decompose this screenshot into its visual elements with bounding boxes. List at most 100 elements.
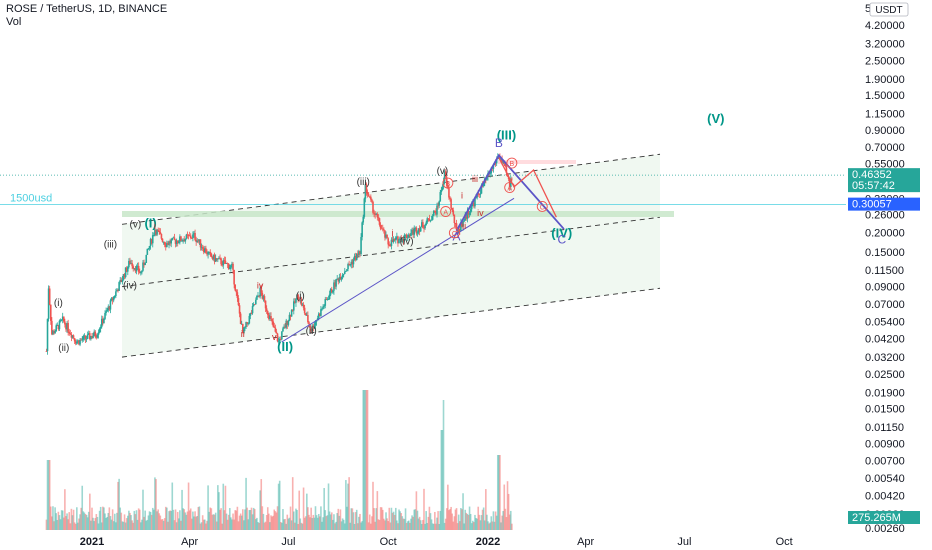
- candle-body: [201, 247, 204, 249]
- candle-body: [240, 323, 243, 325]
- wave-abc-red-1: B: [510, 161, 515, 168]
- volume-bar: [408, 520, 410, 530]
- volume-bar: [496, 455, 499, 530]
- volume-bar: [76, 507, 78, 530]
- candle-body: [219, 257, 221, 259]
- price-axis-bg: [848, 0, 932, 550]
- candle-body: [193, 233, 195, 235]
- candle-body: [482, 182, 485, 187]
- candle-body: [45, 351, 48, 352]
- price-tick-label-12: 0.26000: [865, 210, 905, 222]
- candle-body: [279, 338, 282, 340]
- volume-bar: [205, 523, 207, 530]
- candle-body: [415, 227, 418, 234]
- volume-bar: [72, 509, 75, 530]
- candle-body: [313, 325, 316, 329]
- volume-bar: [298, 490, 301, 530]
- time-axis[interactable]: 2021 Apr Jul Oct 2022 Apr Jul Oct: [80, 536, 793, 548]
- candle-body: [429, 220, 432, 222]
- volume-bar: [149, 512, 152, 530]
- currency-tag: USDT: [875, 5, 902, 16]
- volume-bar: [287, 518, 290, 530]
- candle-body: [162, 241, 165, 243]
- candle-body: [324, 298, 327, 306]
- volume-bar: [222, 483, 225, 530]
- candle-body: [452, 210, 455, 215]
- wave-intermediate-4: (v): [130, 219, 142, 230]
- candle-body: [121, 279, 124, 282]
- volume-bar: [272, 515, 274, 530]
- candle-body: [405, 234, 408, 239]
- volume-bar: [362, 390, 365, 530]
- candle-body: [96, 334, 99, 338]
- volume-bar: [64, 489, 66, 530]
- volume-bar: [350, 508, 353, 530]
- candle-body: [451, 208, 453, 211]
- volume-bar: [317, 513, 320, 530]
- price-tick-label-2: 3.20000: [865, 39, 905, 51]
- volume-bar: [265, 515, 268, 530]
- candle-body: [358, 251, 360, 255]
- symbol-title[interactable]: ROSE / TetherUS, 1D, BINANCE: [6, 3, 168, 15]
- volume-bar: [160, 519, 163, 530]
- candle-body: [505, 166, 508, 173]
- volume-bar: [291, 477, 294, 530]
- volume-bar: [465, 512, 468, 530]
- volume-bar: [83, 512, 86, 530]
- candle-body: [183, 239, 186, 242]
- candle-body: [447, 184, 449, 188]
- volume-bar: [290, 520, 293, 530]
- candle-body: [250, 313, 253, 314]
- candle-body: [397, 236, 399, 244]
- volume-bar: [360, 522, 362, 530]
- candle-body: [328, 294, 331, 300]
- wave-primary-4: (V): [707, 111, 724, 126]
- candle-body: [349, 264, 352, 266]
- candle-body: [346, 269, 348, 272]
- volume-bar: [296, 509, 298, 530]
- volume-bar: [365, 390, 368, 530]
- volume-bar: [51, 516, 53, 530]
- volume-bar: [136, 519, 139, 530]
- volume-bar: [325, 516, 328, 530]
- volume-label[interactable]: Vol: [6, 16, 22, 28]
- candle-body: [342, 273, 345, 275]
- volume-bar: [274, 511, 277, 530]
- candle-body: [169, 241, 171, 244]
- time-tick-label-0: 2021: [80, 536, 104, 548]
- candle-body: [249, 313, 252, 316]
- candle-body: [327, 299, 330, 300]
- volume-bar: [115, 522, 117, 530]
- volume-bar: [454, 509, 457, 530]
- candle-body: [270, 316, 272, 319]
- candle-body: [467, 211, 470, 215]
- candle-body: [70, 334, 73, 338]
- wave-minor-6: i: [461, 190, 463, 200]
- candle-body: [387, 238, 389, 245]
- volume-bar: [151, 507, 154, 530]
- volume-bar: [385, 512, 387, 530]
- price-tick-label-18: 0.05400: [865, 316, 905, 328]
- volume-bar: [355, 509, 358, 530]
- volume-bar: [169, 510, 171, 530]
- volume-bar: [227, 514, 230, 530]
- candle-body: [419, 226, 422, 232]
- candle-body: [309, 324, 311, 329]
- candle-body: [432, 211, 435, 216]
- price-tick-label-23: 0.01500: [865, 404, 905, 416]
- volume-bar: [105, 517, 107, 530]
- wave-abc-blue-0: A: [453, 229, 461, 243]
- wave-abc-blue-1: B: [495, 136, 503, 150]
- candle-body: [76, 342, 78, 344]
- candle-body: [173, 237, 176, 240]
- candle-body: [428, 218, 431, 221]
- candle-body: [116, 289, 118, 292]
- volume-bar: [501, 515, 503, 530]
- time-tick-label-2: Jul: [281, 536, 295, 548]
- volume-bar: [92, 517, 94, 530]
- price-axis[interactable]: 5.400004.200003.200002.500001.900001.500…: [848, 0, 932, 550]
- volume-bar: [288, 517, 291, 530]
- projection-paths-layer: [281, 153, 565, 343]
- volume-bar: [198, 506, 201, 530]
